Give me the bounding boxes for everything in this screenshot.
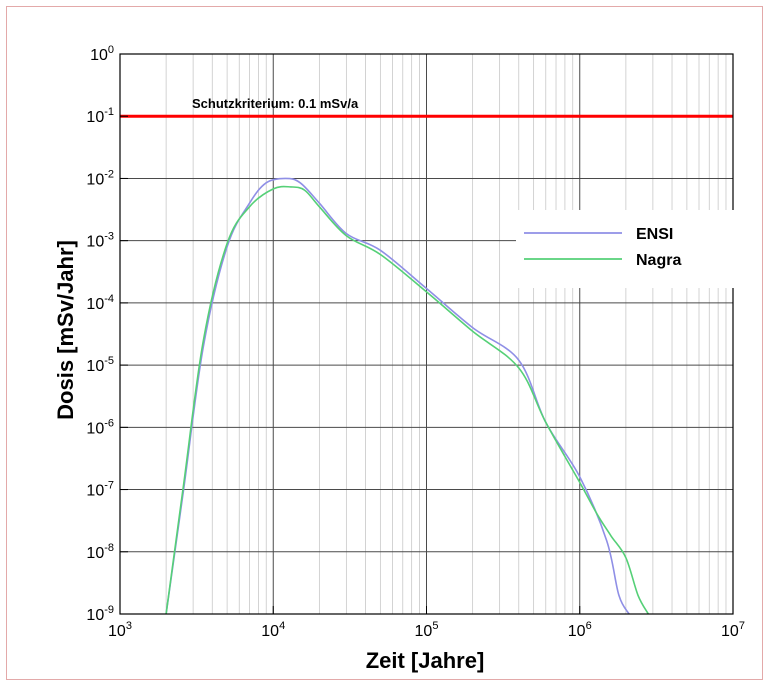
series-line-ensi: [165, 177, 630, 615]
y-tick-label: 10-6: [86, 417, 114, 437]
y-tick-label: 10-5: [86, 355, 114, 375]
x-axis-title: Zeit [Jahre]: [366, 648, 485, 673]
y-tick-label: 10-1: [86, 106, 114, 126]
x-tick-label: 105: [415, 620, 439, 640]
y-tick-label: 10-8: [86, 542, 114, 562]
y-tick-labels: 10-9 10-8 10-7 10-6 10-5 10-4 10-3 10-2 10-1 100: [86, 44, 114, 624]
legend-box: [516, 210, 736, 288]
x-tick-label: 106: [568, 620, 592, 640]
y-tick-label: 10-7: [86, 480, 114, 500]
legend: ENSI Nagra: [516, 210, 736, 288]
series-line-nagra: [165, 185, 650, 615]
legend-label-nagra: Nagra: [636, 252, 681, 269]
y-tick-label: 10-2: [86, 168, 114, 188]
legend-label-ensi: ENSI: [636, 226, 673, 243]
major-grid: [120, 54, 733, 614]
x-tick-label: 103: [108, 620, 132, 640]
y-tick-label: 10-3: [86, 231, 114, 251]
series-layer: [165, 177, 650, 615]
chart-frame: [6, 6, 763, 680]
minor-grid: [165, 54, 727, 614]
y-axis-title: Dosis [mSv/Jahr]: [53, 240, 78, 420]
x-tick-label: 104: [261, 620, 285, 640]
tick-marks: [119, 53, 734, 615]
x-tick-labels: 103 104 105 106 107: [108, 620, 745, 640]
x-tick-label: 107: [721, 620, 745, 640]
y-tick-label: 100: [90, 44, 114, 64]
reference-line-label: Schutzkriterium: 0.1 mSv/a: [192, 96, 359, 111]
y-tick-label: 10-9: [86, 604, 114, 624]
y-tick-label: 10-4: [86, 293, 114, 313]
